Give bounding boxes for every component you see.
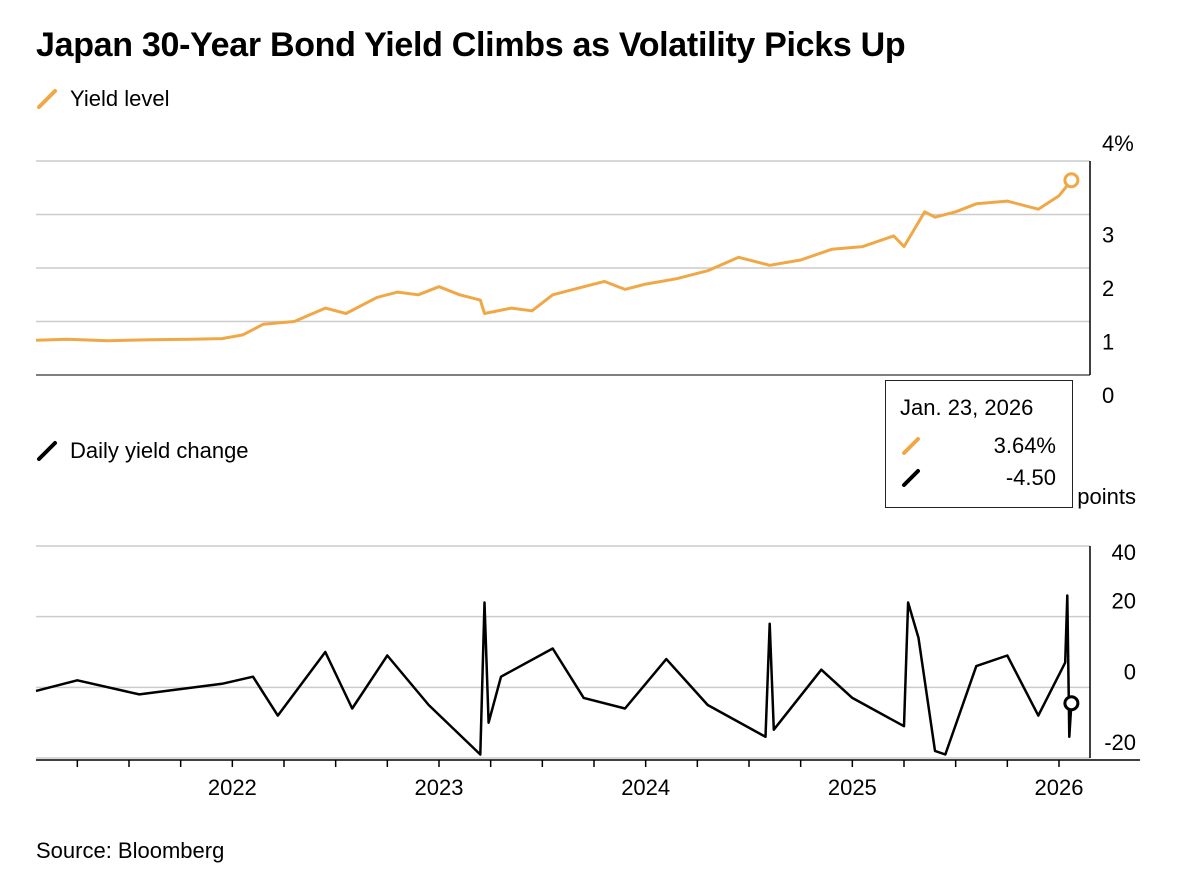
x-tick-label: 2022 — [208, 775, 257, 800]
yield-tick-label: 0 — [1102, 383, 1114, 408]
tooltip-date: Jan. 23, 2026 — [900, 395, 1034, 420]
x-tick-label: 2026 — [1035, 775, 1084, 800]
legend-daily-change: Daily yield change — [36, 438, 249, 464]
yield-series-line — [35, 179, 1073, 343]
yield-tick-label: 1 — [1102, 330, 1114, 355]
chart-title: Japan 30-Year Bond Yield Climbs as Volat… — [36, 26, 906, 64]
legend-yield-label: Yield level — [70, 86, 170, 111]
change-current-marker — [1063, 695, 1080, 712]
change-tick-label: 40 — [1112, 540, 1136, 565]
change-legend-icon — [36, 440, 58, 462]
source-note: Source: Bloomberg — [36, 838, 225, 863]
change-tick-label: -20 — [1104, 730, 1136, 755]
tooltip-change-value: -4.50 — [1005, 465, 1056, 490]
x-tick-label: 2025 — [828, 775, 877, 800]
yield-tick-label: 4% — [1102, 131, 1134, 156]
yield-legend-icon — [36, 88, 58, 110]
yield-current-marker — [1063, 172, 1080, 189]
x-tick-label: 2024 — [621, 775, 670, 800]
legend-change-label: Daily yield change — [70, 438, 249, 463]
tooltip-change-row: -4.50 — [900, 465, 1056, 491]
legend-yield-level: Yield level — [36, 86, 169, 112]
change-tick-label: 0 — [1124, 659, 1136, 684]
tooltip-change-icon — [902, 469, 920, 487]
yield-tick-label: 2 — [1102, 276, 1114, 301]
change-unit-label: points — [1077, 484, 1136, 509]
change-tick-label: 20 — [1112, 589, 1136, 614]
tooltip-yield-value: 3.64% — [993, 433, 1056, 458]
tooltip-yield-icon — [902, 437, 920, 455]
yield-tick-label: 3 — [1102, 223, 1114, 248]
change-series-line — [35, 594, 1073, 756]
x-tick-label: 2023 — [415, 775, 464, 800]
hover-tooltip: Jan. 23, 2026 3.64% -4.50 — [885, 380, 1073, 508]
tooltip-yield-row: 3.64% — [900, 433, 1056, 459]
